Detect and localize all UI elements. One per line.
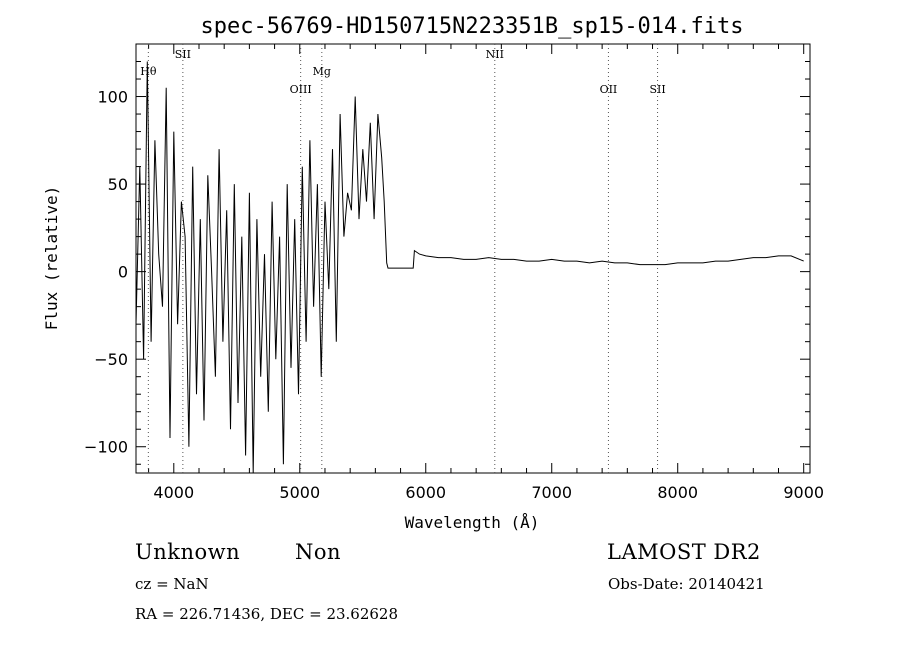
emission-line-label: OIII [290,83,312,96]
x-tick-label: 8000 [657,483,698,502]
emission-line-label: Mg [313,65,331,78]
x-tick-label: 9000 [783,483,824,502]
x-tick-label: 6000 [405,483,446,502]
plot-frame [135,43,811,474]
class-label: Unknown [135,540,241,564]
emission-line-label: SII [175,48,191,61]
obs-date-label: Obs-Date: 20140421 [608,575,765,593]
emission-line-label: NII [486,48,504,61]
x-tick-label: 5000 [279,483,320,502]
y-tick-label: 0 [118,263,128,282]
spectrum-chart: spec-56769-HD150715N223351B_sp15-014.fit… [42,14,824,532]
emission-line-label: Hθ [140,65,157,78]
axis-ticks: 4000 5000 6000 7000 8000 9000 −100 −50 0 50 100 [84,44,824,502]
x-axis-label: Wavelength (Å) [405,513,540,532]
redshift-label: cz = NaN [135,575,209,593]
y-axis-label: Flux (relative) [42,186,61,331]
y-tick-label: −50 [94,350,128,369]
subclass-label: Non [295,540,342,564]
y-tick-label: −100 [84,438,128,457]
spectrum-line [135,61,804,474]
coordinates-label: RA = 226.71436, DEC = 23.62628 [135,605,399,623]
y-tick-label: 100 [97,88,128,107]
x-tick-label: 4000 [153,483,194,502]
emission-line-label: OII [600,83,618,96]
x-tick-label: 7000 [531,483,572,502]
y-tick-label: 50 [108,175,128,194]
survey-label: LAMOST DR2 [607,540,761,564]
emission-line-label: SII [649,83,665,96]
chart-title: spec-56769-HD150715N223351B_sp15-014.fit… [200,14,743,39]
